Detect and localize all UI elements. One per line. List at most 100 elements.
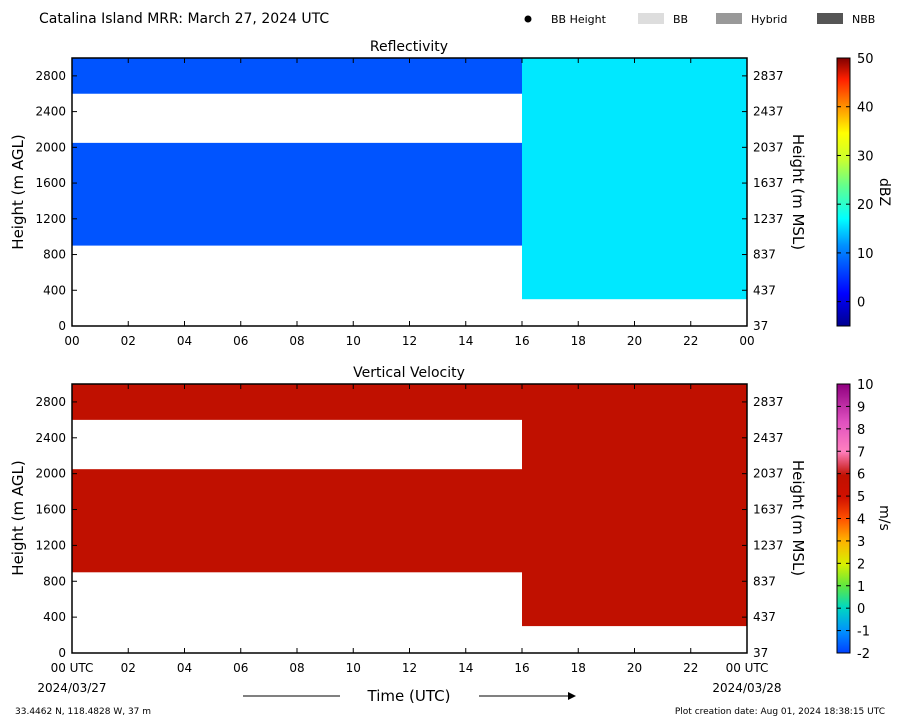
- velocity-ytick-label: 2000: [35, 467, 66, 481]
- reflectivity-right-tick-label: 2437: [753, 105, 784, 119]
- dbz-colorbar-label: dBZ: [876, 178, 892, 206]
- reflectivity-panel: Reflectivity 040080012001600200024002800…: [9, 39, 892, 348]
- reflectivity-colorbar-tick-label: 20: [857, 198, 874, 213]
- reflectivity-xtick-label: 02: [121, 334, 136, 348]
- velocity-right-tick-label: 437: [753, 610, 776, 624]
- velocity-xtick-label: 16: [514, 661, 529, 675]
- start-date: 2024/03/27: [37, 681, 106, 695]
- reflectivity-xtick-label: 06: [233, 334, 248, 348]
- velocity-echo-lower-0: [72, 469, 522, 573]
- vertical-velocity-right-axis-label: Height (m MSL): [789, 460, 807, 576]
- velocity-colorbar-ticks: -2 -1 0 1 2 3 4 5 6 7 8 9 10: [837, 378, 874, 662]
- reflectivity-colorbar-tick-label: 0: [857, 296, 865, 311]
- plot-creation-date: Plot creation date: Aug 01, 2024 18:38:1…: [675, 707, 885, 717]
- reflectivity-right-tick-label: 1237: [753, 212, 784, 226]
- reflectivity-right-tick-label: 2037: [753, 140, 784, 154]
- reflectivity-right-tick-label: 837: [753, 248, 776, 262]
- velocity-xtick-label: 00 UTC: [51, 661, 94, 675]
- velocity-colorbar-tick-label: 8: [857, 423, 865, 438]
- dbz-colorbar-ticks: 0 10 20 30 40 50: [837, 52, 874, 311]
- velocity-ytick-label: 2400: [35, 431, 66, 445]
- reflectivity-right-axis-label: Height (m MSL): [789, 134, 807, 250]
- reflectivity-ytick-label: 800: [43, 248, 66, 262]
- reflectivity-colorbar-tick-label: 10: [857, 247, 874, 262]
- reflectivity-echo-upper-0: [72, 58, 522, 94]
- velocity-colorbar-tick-label: 3: [857, 535, 865, 550]
- figure-title: Catalina Island MRR: March 27, 2024 UTC: [39, 11, 329, 27]
- reflectivity-ytick-label: 2400: [35, 105, 66, 119]
- velocity-ytick-label: 800: [43, 574, 66, 588]
- velocity-right-tick-label: 837: [753, 574, 776, 588]
- reflectivity-xtick-label: 10: [346, 334, 361, 348]
- velocity-xtick-label: 08: [289, 661, 304, 675]
- velocity-colorbar-tick-label: 7: [857, 445, 865, 460]
- bb-legend-label: BB: [673, 13, 688, 26]
- velocity-xtick-label: 00 UTC: [726, 661, 769, 675]
- velocity-xtick-label: 10: [346, 661, 361, 675]
- velocity-echo-upper-0: [72, 384, 522, 420]
- velocity-xtick-label: 22: [683, 661, 698, 675]
- bb-legend-swatch: [638, 13, 664, 24]
- nbb-legend-label: NBB: [852, 13, 875, 26]
- reflectivity-xtick-label: 00: [739, 334, 754, 348]
- vertical-velocity-title: Vertical Velocity: [353, 365, 465, 381]
- reflectivity-right-axis: 37 437 837 1237 1637 2037 2437 2837: [742, 69, 784, 333]
- dbz-colorbar: [836, 57, 851, 327]
- reflectivity-xtick-label: 14: [458, 334, 473, 348]
- reflectivity-ytick-label: 2000: [35, 140, 66, 154]
- velocity-xtick-label: 20: [627, 661, 642, 675]
- reflectivity-right-tick-label: 2837: [753, 69, 784, 83]
- reflectivity-title: Reflectivity: [370, 39, 448, 55]
- reflectivity-ytick-label: 1200: [35, 212, 66, 226]
- reflectivity-right-tick-label: 37: [753, 319, 768, 333]
- reflectivity-time-axis: 00 02 04 06 08 10 12 14 16 18 20 22 00: [64, 58, 755, 348]
- vertical-velocity-left-axis: 0 400 800 1200 1600 2000 2400 2800: [35, 395, 77, 660]
- velocity-xtick-label: 04: [177, 661, 192, 675]
- velocity-colorbar-tick-label: 10: [857, 378, 874, 393]
- velocity-colorbar-tick-label: -2: [857, 647, 870, 662]
- reflectivity-xtick-label: 04: [177, 334, 192, 348]
- nbb-legend-swatch: [817, 13, 843, 24]
- reflectivity-echo-1: [522, 58, 747, 300]
- vertical-velocity-right-axis: 37 437 837 1237 1637 2037 2437 2837: [742, 395, 784, 660]
- vertical-velocity-panel: Vertical Velocity 0400800120016002000240…: [9, 365, 892, 675]
- velocity-colorbar-tick-label: 0: [857, 602, 865, 617]
- velocity-xtick-label: 14: [458, 661, 473, 675]
- reflectivity-xtick-label: 08: [289, 334, 304, 348]
- velocity-ytick-label: 2800: [35, 395, 66, 409]
- velocity-xtick-label: 02: [121, 661, 136, 675]
- reflectivity-ytick-label: 2800: [35, 69, 66, 83]
- vertical-velocity-time-axis: 00 UTC 02 04 06 08 10 12 14 16 18 20 22 00 UTC: [51, 384, 769, 675]
- velocity-right-tick-label: 2437: [753, 431, 784, 445]
- reflectivity-xtick-label: 00: [64, 334, 79, 348]
- bb-height-legend-dot: [524, 15, 532, 23]
- reflectivity-ytick-label: 0: [58, 319, 66, 333]
- bb-height-legend-label: BB Height: [551, 13, 607, 26]
- reflectivity-xtick-label: 16: [514, 334, 529, 348]
- velocity-right-tick-label: 2037: [753, 467, 784, 481]
- velocity-colorbar-tick-label: 2: [857, 557, 865, 572]
- reflectivity-right-tick-label: 437: [753, 283, 776, 297]
- reflectivity-xtick-label: 12: [402, 334, 417, 348]
- velocity-ytick-label: 1200: [35, 538, 66, 552]
- reflectivity-ytick-label: 400: [43, 283, 66, 297]
- velocity-right-tick-label: 2837: [753, 395, 784, 409]
- velocity-colorbar-tick-label: 5: [857, 490, 865, 505]
- velocity-ytick-label: 0: [58, 646, 66, 660]
- velocity-echo-1: [522, 384, 747, 627]
- reflectivity-ytick-label: 1600: [35, 176, 66, 190]
- reflectivity-left-axis-label: Height (m AGL): [9, 134, 27, 249]
- reflectivity-echo-area: [72, 58, 747, 300]
- time-arrow-head: [568, 692, 576, 700]
- reflectivity-colorbar-tick-label: 40: [857, 101, 874, 116]
- bb-legend: BB Height BB Hybrid NBB: [524, 13, 875, 26]
- velocity-xtick-label: 12: [402, 661, 417, 675]
- velocity-colorbar-tick-label: 1: [857, 580, 865, 595]
- velocity-colorbar-tick-label: -1: [857, 625, 870, 640]
- velocity-colorbar-tick-label: 4: [857, 513, 865, 528]
- velocity-colorbar-tick-label: 9: [857, 400, 865, 415]
- velocity-right-tick-label: 1637: [753, 503, 784, 517]
- reflectivity-left-axis: 0 400 800 1200 1600 2000 2400 2800: [35, 69, 77, 333]
- reflectivity-xtick-label: 20: [627, 334, 642, 348]
- velocity-right-tick-label: 37: [753, 646, 768, 660]
